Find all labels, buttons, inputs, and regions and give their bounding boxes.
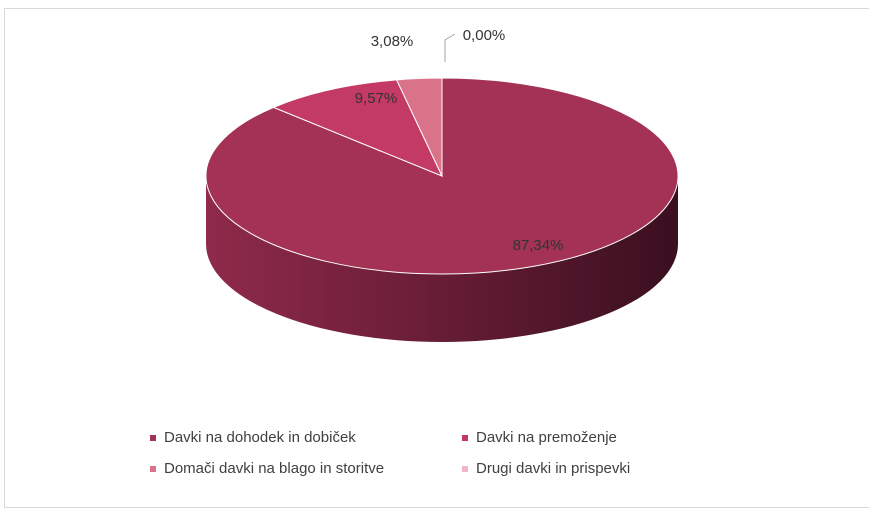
legend-item-other-tax: Drugi davki in prispevki — [462, 460, 630, 477]
legend-swatch — [462, 465, 468, 472]
legend-label: Davki na premoženje — [476, 429, 617, 446]
data-label: 0,00% — [463, 27, 506, 44]
data-label: 87,34% — [513, 237, 564, 254]
leader-line — [444, 33, 456, 62]
legend-row: Domači davki na blago in storitve Drugi … — [150, 453, 750, 484]
legend-label: Drugi davki in prispevki — [476, 460, 631, 477]
slice-property-tax — [272, 79, 444, 177]
legend-item-domestic-tax: Domači davki na blago in storitve — [150, 460, 462, 477]
data-label: 3,08% — [371, 33, 414, 50]
pie-chart: 87,34% 9,57% 3,08% 0,00% — [205, 27, 679, 342]
legend-item-property-tax: Davki na premoženje — [462, 429, 617, 446]
legend: Davki na dohodek in dobiček Davki na pre… — [150, 422, 750, 484]
legend-item-income-tax: Davki na dohodek in dobiček — [150, 429, 462, 446]
legend-label: Davki na dohodek in dobiček — [164, 429, 356, 446]
legend-swatch — [150, 434, 156, 441]
legend-label: Domači davki na blago in storitve — [164, 460, 385, 477]
data-label: 9,57% — [355, 90, 398, 107]
legend-swatch — [462, 434, 468, 441]
legend-row: Davki na dohodek in dobiček Davki na pre… — [150, 422, 750, 453]
legend-swatch — [150, 465, 156, 472]
pie-side-wall — [206, 176, 678, 342]
